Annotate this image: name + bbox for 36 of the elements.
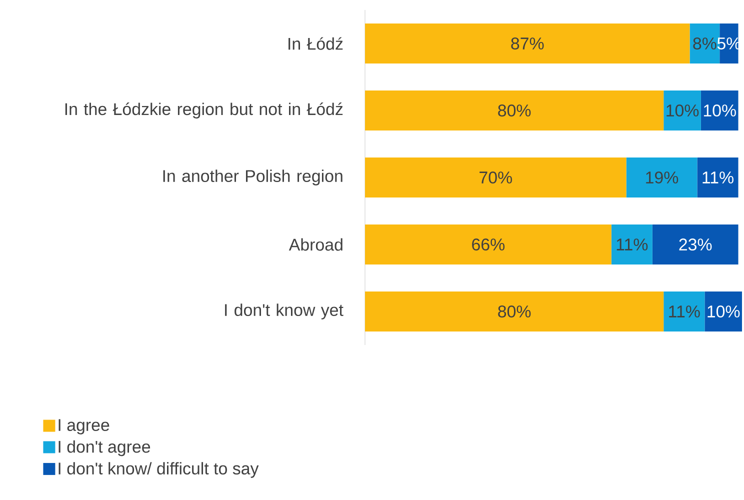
data-label: 80% <box>498 104 531 116</box>
data-label: 80% <box>498 306 531 318</box>
bar <box>720 24 738 64</box>
y-tick-label: In the Łódzkie region but not in Łódź <box>65 102 343 118</box>
data-label: 70% <box>480 172 512 184</box>
data-label: 10% <box>704 104 736 116</box>
data-label: 23% <box>679 238 712 250</box>
y-tick-label: In another Polish region <box>163 170 342 186</box>
data-label: 66% <box>472 238 505 250</box>
y-tick-label: I don't know yet <box>225 304 344 320</box>
data-label: 19% <box>646 172 678 184</box>
bar <box>611 224 652 265</box>
data-label: 11% <box>669 306 700 318</box>
y-tick-label: Abroad <box>288 238 342 251</box>
data-label: 8% <box>693 38 716 50</box>
data-label: 10% <box>666 104 699 116</box>
bar <box>700 90 738 131</box>
data-label: 11% <box>616 238 648 250</box>
bar <box>652 224 738 265</box>
bar <box>365 90 664 131</box>
bar <box>626 158 698 198</box>
data-label: 11% <box>702 172 734 184</box>
legend-label: I don't agree <box>58 440 150 456</box>
data-label: 87% <box>511 38 544 50</box>
bar <box>697 158 738 198</box>
legend-label: I agree <box>58 419 110 434</box>
y-tick-label: In Łódź <box>288 37 343 50</box>
bar <box>365 158 626 198</box>
bar <box>664 90 701 131</box>
bar <box>664 292 705 332</box>
legend-label: I don't know/ difficult to say <box>58 462 259 478</box>
bar <box>704 292 742 332</box>
bar <box>365 292 664 332</box>
bar <box>365 24 690 64</box>
bar <box>365 224 612 265</box>
data-label: 10% <box>708 306 740 318</box>
